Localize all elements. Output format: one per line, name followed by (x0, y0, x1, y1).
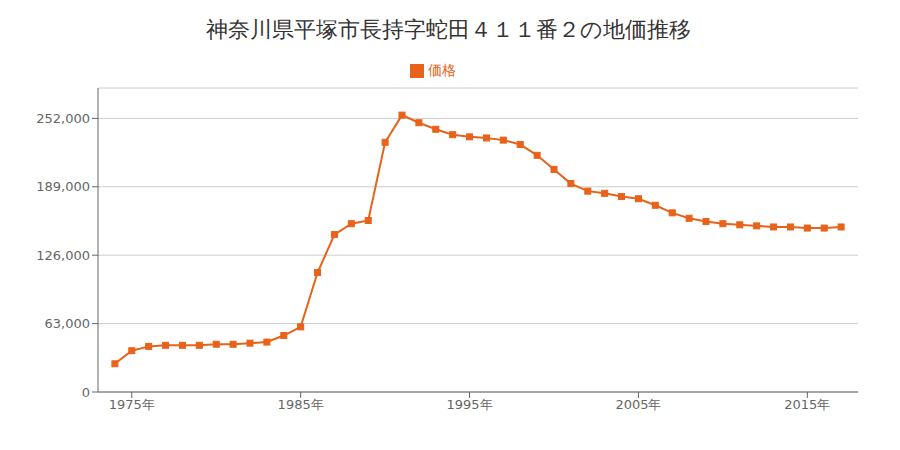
svg-text:1975年: 1975年 (109, 397, 155, 412)
html-text:価格: 価格 (428, 62, 456, 78)
svg-text:2015年: 2015年 (784, 397, 830, 412)
svg-text:126,000: 126,000 (36, 248, 90, 263)
svg-text:1995年: 1995年 (447, 397, 493, 412)
html-text:神奈川県平塚市長持字蛇田４１１番２の地価推移: 神奈川県平塚市長持字蛇田４１１番２の地価推移 (205, 17, 691, 42)
svg-text:0: 0 (82, 385, 90, 400)
svg-text:252,000: 252,000 (36, 111, 90, 126)
svg-text:189,000: 189,000 (36, 179, 90, 194)
svg-text:2005年: 2005年 (615, 397, 661, 412)
svg-text:63,000: 63,000 (45, 316, 91, 331)
svg-text:1985年: 1985年 (278, 397, 324, 412)
